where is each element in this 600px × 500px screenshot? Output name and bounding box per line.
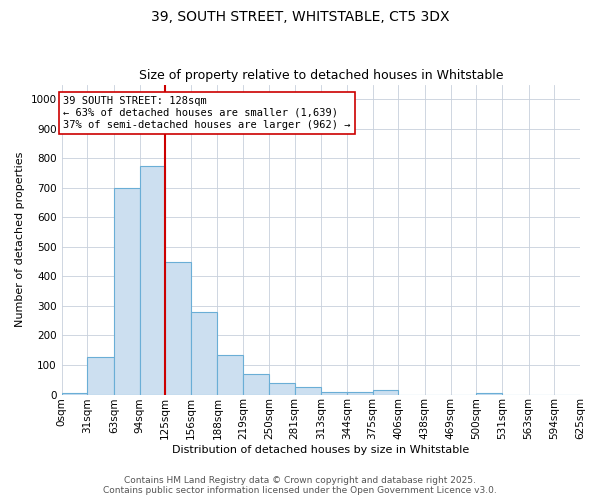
Y-axis label: Number of detached properties: Number of detached properties <box>15 152 25 327</box>
Bar <box>295 387 321 394</box>
Bar <box>373 390 398 394</box>
Bar <box>62 393 87 394</box>
Bar <box>476 393 502 394</box>
Text: Contains HM Land Registry data © Crown copyright and database right 2025.
Contai: Contains HM Land Registry data © Crown c… <box>103 476 497 495</box>
Bar <box>165 262 191 394</box>
X-axis label: Distribution of detached houses by size in Whitstable: Distribution of detached houses by size … <box>172 445 469 455</box>
Bar <box>243 374 269 394</box>
Title: Size of property relative to detached houses in Whitstable: Size of property relative to detached ho… <box>139 69 503 82</box>
Bar <box>217 356 243 395</box>
Bar <box>191 312 217 394</box>
Text: 39 SOUTH STREET: 128sqm
← 63% of detached houses are smaller (1,639)
37% of semi: 39 SOUTH STREET: 128sqm ← 63% of detache… <box>63 96 351 130</box>
Bar <box>114 188 140 394</box>
Bar <box>140 166 165 394</box>
Text: 39, SOUTH STREET, WHITSTABLE, CT5 3DX: 39, SOUTH STREET, WHITSTABLE, CT5 3DX <box>151 10 449 24</box>
Bar <box>347 392 373 394</box>
Bar <box>269 382 295 394</box>
Bar <box>321 392 347 394</box>
Bar <box>87 357 114 395</box>
